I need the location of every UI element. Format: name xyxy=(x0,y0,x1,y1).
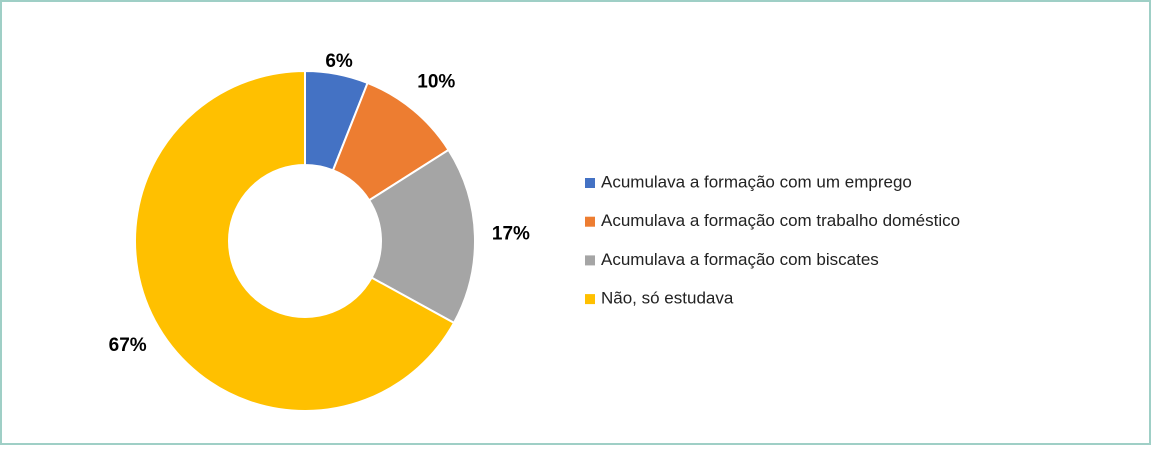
legend-swatch xyxy=(585,255,595,266)
legend-swatch xyxy=(585,294,595,305)
legend-label: Acumulava a formação com trabalho domést… xyxy=(601,211,960,230)
data-label: 17% xyxy=(492,224,530,245)
data-label: 10% xyxy=(417,71,455,92)
data-label: 67% xyxy=(109,335,147,356)
data-label: 6% xyxy=(325,51,353,72)
legend-swatch xyxy=(585,178,595,188)
legend-label: Acumulava a formação com biscates xyxy=(601,250,879,269)
legend-label: Não, só estudava xyxy=(601,289,734,308)
legend-label: Acumulava a formação com um emprego xyxy=(601,172,912,191)
donut-slice xyxy=(134,69,456,412)
legend-swatch xyxy=(585,216,595,227)
donut-slice xyxy=(367,148,476,325)
